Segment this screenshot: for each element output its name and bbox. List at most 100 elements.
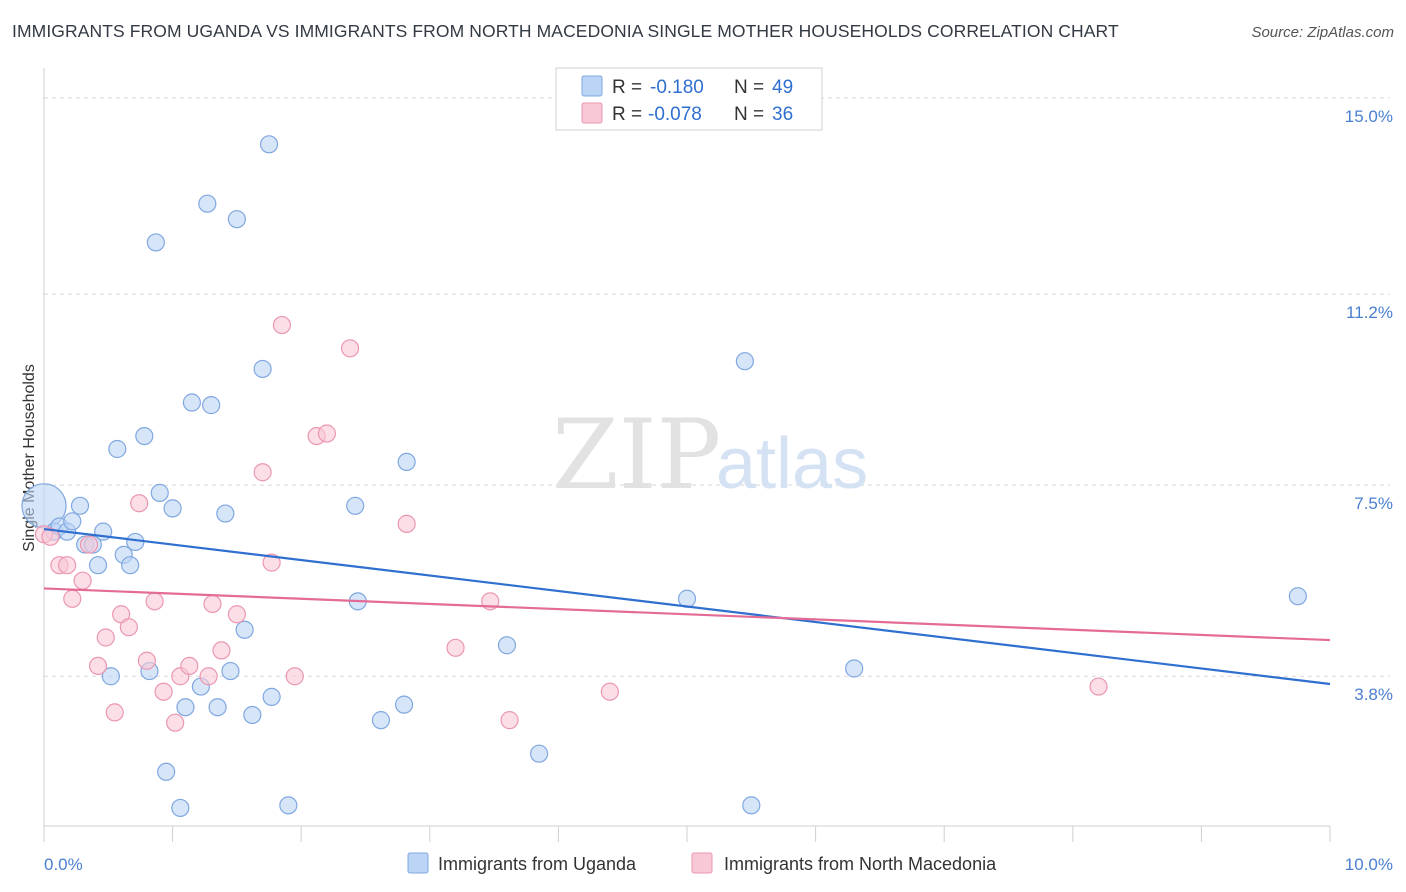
uganda-point-26 — [202, 396, 221, 415]
watermark-atlas: atlas — [716, 424, 868, 504]
uganda-point-15 — [135, 426, 154, 446]
y-tick-label-1: 7.5% — [1354, 494, 1393, 513]
uganda-point-42 — [497, 636, 517, 655]
uganda-point-13 — [121, 556, 140, 575]
macedonia-point-23 — [253, 463, 272, 482]
macedonia-point-11 — [119, 618, 138, 637]
legend-n-value-macedonia: 36 — [772, 104, 793, 125]
x-tick-label-0: 0.0% — [44, 855, 83, 874]
series-label-uganda: Immigrants from Uganda — [438, 854, 637, 874]
uganda-points — [21, 135, 1307, 818]
uganda-point-4 — [63, 512, 82, 531]
uganda-point-48 — [1288, 587, 1307, 606]
macedonia-point-19 — [199, 667, 218, 686]
macedonia-point-16 — [166, 713, 185, 732]
macedonia-point-6 — [79, 535, 99, 554]
series-swatch-uganda — [407, 852, 429, 874]
chart-title: IMMIGRANTS FROM UGANDA VS IMMIGRANTS FRO… — [12, 21, 1119, 41]
macedonia-point-35 — [1089, 677, 1108, 696]
tick-labels: 3.8% 7.5% 11.2% 15.0% 0.0% 10.0% — [44, 107, 1393, 874]
uganda-point-20 — [163, 499, 182, 518]
watermark-zip: ZIP — [552, 399, 721, 511]
series-legend: Immigrants from Uganda Immigrants from N… — [407, 852, 997, 874]
macedonia-point-33 — [500, 711, 519, 730]
legend-swatch-macedonia — [581, 102, 603, 124]
uganda-trend-line — [43, 527, 1331, 686]
uganda-point-5 — [70, 496, 90, 515]
legend-r-label-macedonia: R = — [612, 104, 642, 125]
uganda-point-29 — [221, 661, 240, 681]
macedonia-point-25 — [272, 315, 292, 335]
uganda-point-45 — [735, 352, 754, 371]
uganda-point-30 — [227, 210, 246, 229]
macedonia-trend-line — [43, 587, 1331, 642]
macedonia-point-13 — [137, 651, 156, 670]
uganda-point-27 — [208, 698, 227, 717]
uganda-point-36 — [279, 796, 298, 815]
series-label-macedonia: Immigrants from North Macedonia — [724, 854, 997, 874]
macedonia-point-22 — [227, 605, 246, 624]
uganda-point-34 — [262, 687, 281, 706]
x-tick-label-1: 10.0% — [1345, 855, 1393, 874]
axes — [43, 68, 1331, 842]
uganda-point-14 — [126, 532, 145, 552]
uganda-point-33 — [253, 359, 272, 379]
macedonia-point-7 — [88, 656, 108, 676]
legend-r-label-uganda: R = — [612, 77, 642, 98]
uganda-point-23 — [182, 393, 201, 412]
macedonia-point-5 — [73, 571, 92, 590]
macedonia-point-8 — [96, 628, 115, 647]
uganda-point-18 — [150, 483, 169, 502]
macedonia-point-34 — [600, 682, 619, 701]
macedonia-points — [34, 315, 1108, 732]
uganda-point-31 — [235, 620, 254, 639]
uganda-point-10 — [101, 667, 120, 686]
macedonia-point-28 — [317, 424, 337, 443]
macedonia-point-4 — [63, 589, 82, 608]
legend-n-value-uganda: 49 — [772, 77, 793, 98]
uganda-point-28 — [216, 504, 235, 523]
uganda-point-32 — [243, 705, 262, 725]
uganda-point-37 — [346, 496, 365, 515]
y-tick-label-0: 3.8% — [1354, 685, 1393, 704]
macedonia-point-24 — [262, 553, 281, 572]
macedonia-point-3 — [58, 556, 77, 575]
uganda-point-43 — [530, 744, 549, 763]
macedonia-point-14 — [145, 592, 164, 611]
uganda-point-8 — [88, 556, 108, 575]
uganda-point-47 — [845, 659, 864, 678]
y-tick-label-2: 11.2% — [1346, 303, 1393, 322]
series-swatch-macedonia — [691, 852, 713, 874]
macedonia-point-9 — [105, 703, 124, 722]
legend-n-label-macedonia: N = — [734, 104, 764, 125]
macedonia-point-18 — [180, 656, 199, 676]
legend-r-value-macedonia: -0.078 — [648, 104, 702, 125]
uganda-point-11 — [108, 439, 127, 459]
uganda-point-21 — [171, 798, 190, 818]
macedonia-point-29 — [340, 339, 360, 358]
macedonia-point-26 — [285, 667, 304, 686]
uganda-point-25 — [198, 194, 217, 213]
source-credit: Source: ZipAtlas.com — [1251, 24, 1394, 41]
trend-lines — [43, 527, 1331, 686]
uganda-point-22 — [176, 698, 195, 717]
uganda-point-41 — [397, 452, 416, 472]
uganda-point-40 — [394, 695, 414, 714]
macedonia-point-21 — [212, 641, 231, 660]
uganda-point-46 — [742, 796, 761, 815]
uganda-point-39 — [371, 711, 391, 730]
macedonia-point-31 — [446, 638, 465, 657]
uganda-point-35 — [259, 135, 279, 154]
legend-swatch-uganda — [581, 75, 603, 97]
legend-r-value-uganda: -0.180 — [650, 77, 704, 98]
macedonia-point-12 — [130, 494, 149, 513]
uganda-point-19 — [157, 762, 176, 781]
legend-n-label-uganda: N = — [734, 77, 764, 98]
gridlines — [44, 97, 1390, 677]
macedonia-point-30 — [397, 514, 416, 533]
macedonia-point-1 — [41, 527, 60, 546]
macedonia-point-20 — [203, 594, 222, 614]
macedonia-point-15 — [154, 682, 173, 701]
y-tick-label-3: 15.0% — [1345, 107, 1393, 126]
